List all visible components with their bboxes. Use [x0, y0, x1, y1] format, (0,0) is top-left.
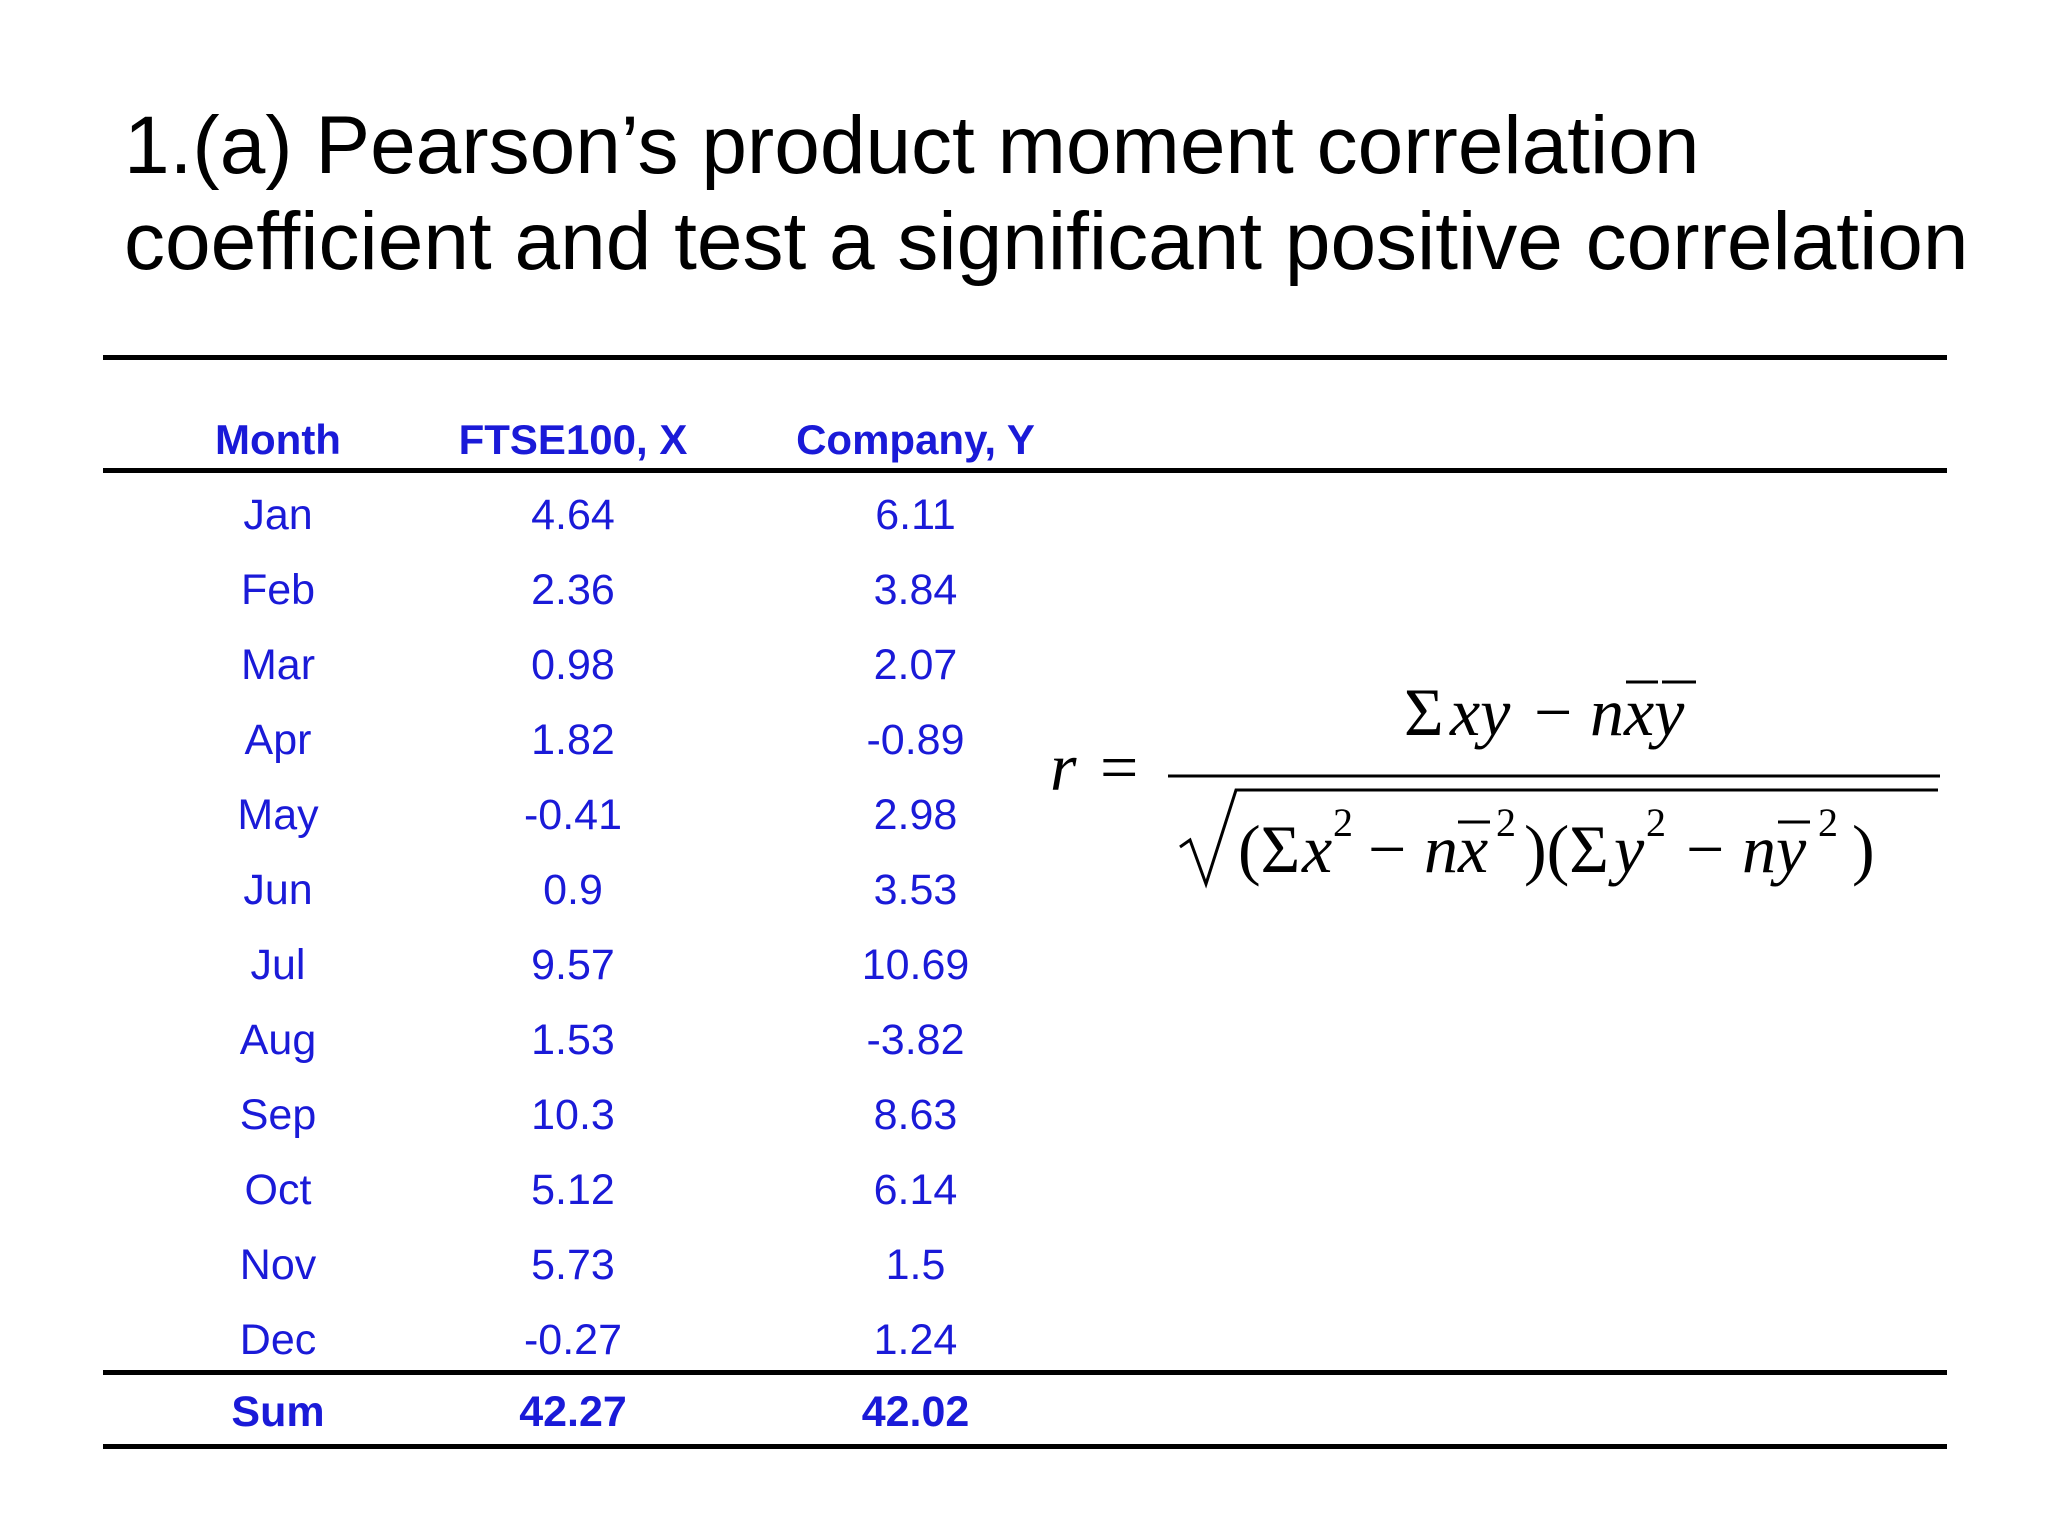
svg-text:ny: ny — [1742, 811, 1807, 887]
cell-company-y: 2.98 — [873, 791, 958, 839]
cell-month: Sep — [239, 1091, 317, 1139]
cell-ftse100-x: 4.64 — [531, 491, 615, 539]
cell-company-y: 2.07 — [873, 641, 958, 689]
table-row: Feb 2.36 3.84 — [103, 553, 1103, 628]
cell-company-y: 10.69 — [861, 941, 970, 989]
svg-text:(Σ: (Σ — [1238, 811, 1300, 887]
cell-company-y: -0.89 — [866, 716, 965, 764]
slide-title-line-2: coefficient and test a significant posit… — [124, 196, 1969, 287]
cell-ftse100-x: 9.57 — [531, 941, 615, 989]
table-row: Apr 1.82 -0.89 — [103, 703, 1103, 778]
cell-month: Feb — [240, 566, 316, 614]
cell-month: Jun — [243, 866, 313, 914]
cell-ftse100-x: -0.27 — [523, 1316, 622, 1364]
cell-ftse100-x: 0.98 — [531, 641, 615, 689]
sum-ftse100-x: 42.27 — [519, 1388, 627, 1436]
table-row: Jun 0.9 3.53 — [103, 853, 1103, 928]
cell-company-y: 1.5 — [885, 1241, 946, 1289]
table-bottom-rule — [103, 1444, 1947, 1449]
header-ftse100-x: FTSE100, X — [458, 416, 688, 463]
sum-label: Sum — [231, 1388, 325, 1436]
cell-company-y: 6.14 — [873, 1166, 958, 1214]
svg-text:−: − — [1686, 811, 1724, 887]
cell-company-y: 3.53 — [873, 866, 958, 914]
svg-text:): ) — [1852, 811, 1875, 887]
cell-month: Aug — [239, 1016, 317, 1064]
cell-month: Apr — [244, 716, 312, 764]
numerator-xy: xy — [1449, 674, 1511, 750]
cell-ftse100-x: 2.36 — [531, 566, 615, 614]
cell-ftse100-x: 1.53 — [531, 1016, 615, 1064]
cell-month: Jan — [243, 491, 313, 539]
table-row: Dec -0.27 1.24 — [103, 1303, 1103, 1378]
table-header-rule — [103, 468, 1947, 473]
cell-ftse100-x: 1.82 — [531, 716, 615, 764]
numerator-minus: − — [1534, 674, 1572, 750]
cell-month: Mar — [240, 641, 316, 689]
cell-company-y: 1.24 — [873, 1316, 958, 1364]
table-row: Nov 5.73 1.5 — [103, 1228, 1103, 1303]
cell-ftse100-x: 0.9 — [543, 866, 603, 914]
formula-denominator: (Σ x 2 − nx 2 )(Σ y 2 − ny 2 ) — [1238, 800, 1875, 887]
svg-text:y: y — [1608, 811, 1645, 887]
pearson-correlation-formula: r = Σ xy − nxy (Σ x 2 − nx 2 )(Σ y 2 − — [1040, 672, 1960, 922]
cell-ftse100-x: 10.3 — [531, 1091, 615, 1139]
slide-title: 1.(a) Pearson’s product moment correlati… — [124, 98, 2004, 290]
cell-month: May — [237, 791, 319, 839]
table-row: May -0.41 2.98 — [103, 778, 1103, 853]
slide-title-line-1: 1.(a) Pearson’s product moment correlati… — [124, 100, 1700, 191]
formula-numerator: Σ xy − nxy — [1404, 674, 1696, 750]
cell-month: Nov — [239, 1241, 317, 1289]
svg-text:)(Σ: )(Σ — [1524, 811, 1609, 887]
cell-company-y: 8.63 — [873, 1091, 958, 1139]
cell-month: Oct — [244, 1166, 312, 1214]
table-header-row: Month FTSE100, X Company, Y — [103, 410, 1103, 470]
formula-lhs: r — [1050, 729, 1077, 805]
sum-company-y: 42.02 — [861, 1388, 970, 1436]
cell-company-y: 6.11 — [875, 491, 956, 539]
formula-equals: = — [1100, 729, 1138, 805]
svg-text:−: − — [1368, 811, 1406, 887]
cell-ftse100-x: -0.41 — [523, 791, 622, 839]
table-sum-rule — [103, 1370, 1947, 1375]
svg-text:x: x — [1301, 811, 1332, 887]
cell-month: Dec — [239, 1316, 317, 1364]
table-top-rule — [103, 355, 1947, 360]
svg-text:2: 2 — [1496, 800, 1516, 845]
table-row: Mar 0.98 2.07 — [103, 628, 1103, 703]
square-root-sign — [1179, 788, 1938, 889]
svg-text:2: 2 — [1333, 800, 1353, 845]
table-row: Oct 5.12 6.14 — [103, 1153, 1103, 1228]
table-row: Sep 10.3 8.63 — [103, 1078, 1103, 1153]
svg-text:2: 2 — [1646, 800, 1666, 845]
header-company-y: Company, Y — [796, 416, 1035, 463]
formula-graphic: r = Σ xy − nxy (Σ x 2 − nx 2 )(Σ y 2 − — [1050, 674, 1940, 889]
cell-company-y: -3.82 — [866, 1016, 965, 1064]
numerator-sigma: Σ — [1404, 674, 1444, 750]
svg-text:nx: nx — [1424, 811, 1488, 887]
numerator-nxy: nxy — [1590, 674, 1685, 750]
cell-ftse100-x: 5.73 — [531, 1241, 615, 1289]
cell-company-y: 3.84 — [873, 566, 958, 614]
svg-text:2: 2 — [1818, 800, 1838, 845]
table-row: Jan 4.64 6.11 — [103, 478, 1103, 553]
header-month: Month — [215, 416, 341, 463]
table-row: Aug 1.53 -3.82 — [103, 1003, 1103, 1078]
table-sum-row: Sum 42.27 42.02 — [103, 1377, 1103, 1447]
cell-ftse100-x: 5.12 — [531, 1166, 615, 1214]
cell-month: Jul — [250, 941, 306, 989]
table-row: Jul 9.57 10.69 — [103, 928, 1103, 1003]
